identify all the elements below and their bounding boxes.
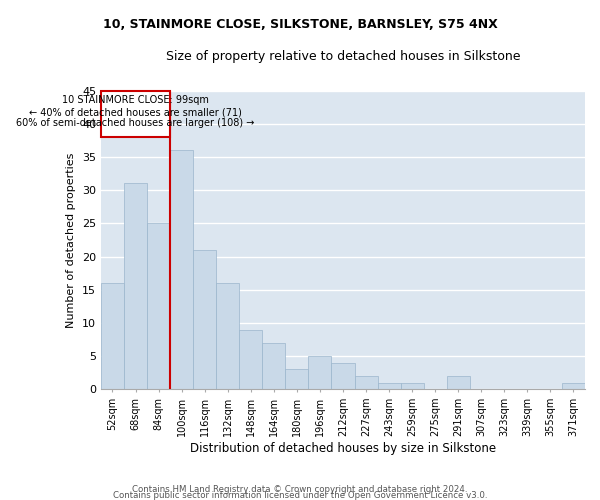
Bar bbox=[401, 382, 424, 390]
Bar bbox=[262, 343, 286, 390]
Bar bbox=[562, 382, 585, 390]
Bar bbox=[216, 283, 239, 390]
Y-axis label: Number of detached properties: Number of detached properties bbox=[67, 152, 76, 328]
Bar bbox=[101, 283, 124, 390]
Bar bbox=[286, 370, 308, 390]
Text: 10, STAINMORE CLOSE, SILKSTONE, BARNSLEY, S75 4NX: 10, STAINMORE CLOSE, SILKSTONE, BARNSLEY… bbox=[103, 18, 497, 30]
Bar bbox=[308, 356, 331, 390]
Bar bbox=[170, 150, 193, 390]
Bar bbox=[377, 382, 401, 390]
Text: 60% of semi-detached houses are larger (108) →: 60% of semi-detached houses are larger (… bbox=[16, 118, 255, 128]
FancyBboxPatch shape bbox=[101, 90, 170, 137]
Title: Size of property relative to detached houses in Silkstone: Size of property relative to detached ho… bbox=[166, 50, 520, 63]
Bar bbox=[193, 250, 216, 390]
Text: ← 40% of detached houses are smaller (71): ← 40% of detached houses are smaller (71… bbox=[29, 107, 242, 117]
Text: Contains public sector information licensed under the Open Government Licence v3: Contains public sector information licen… bbox=[113, 490, 487, 500]
Bar bbox=[355, 376, 377, 390]
Text: Contains HM Land Registry data © Crown copyright and database right 2024.: Contains HM Land Registry data © Crown c… bbox=[132, 484, 468, 494]
Bar bbox=[239, 330, 262, 390]
Bar bbox=[331, 363, 355, 390]
Bar bbox=[447, 376, 470, 390]
X-axis label: Distribution of detached houses by size in Silkstone: Distribution of detached houses by size … bbox=[190, 442, 496, 455]
Bar bbox=[147, 224, 170, 390]
Bar bbox=[124, 184, 147, 390]
Text: 10 STAINMORE CLOSE: 99sqm: 10 STAINMORE CLOSE: 99sqm bbox=[62, 95, 209, 105]
